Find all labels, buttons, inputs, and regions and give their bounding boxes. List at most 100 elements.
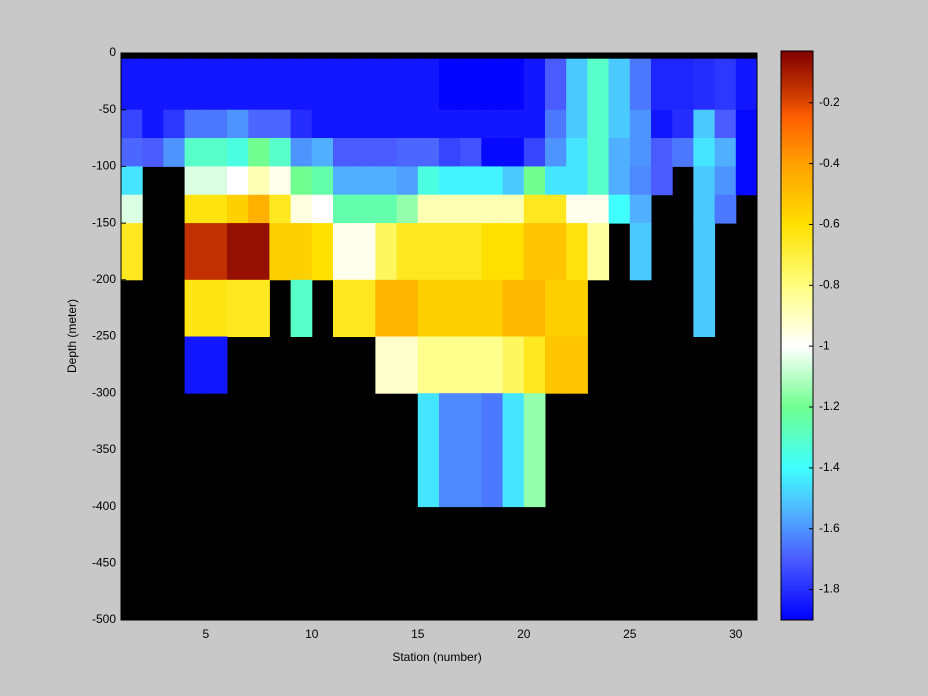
heatmap-cell (417, 194, 440, 224)
heatmap-cell (248, 109, 270, 139)
y-tick-label: -250 (92, 329, 116, 343)
heatmap-cell (354, 194, 376, 224)
heatmap-cell (714, 58, 737, 111)
heatmap-cell (566, 336, 588, 394)
heatmap-cell (248, 138, 270, 167)
heatmap-cell (502, 336, 525, 394)
heatmap-cell (269, 223, 292, 281)
x-tick-label: 20 (517, 627, 531, 641)
heatmap-cell (523, 166, 546, 196)
heatmap-cell (460, 194, 482, 224)
heatmap-cell (629, 223, 652, 281)
heatmap-cell (417, 58, 440, 111)
heatmap-cell (439, 194, 461, 224)
heatmap-cell (693, 194, 716, 224)
heatmap-cell (481, 109, 504, 139)
colorbar-tick-label: -1.4 (819, 460, 840, 474)
heatmap-cell (608, 109, 631, 139)
heatmap-cell (460, 138, 482, 167)
y-tick-label: -400 (92, 499, 116, 513)
heatmap-cell (205, 223, 228, 281)
heatmap-cell (523, 138, 546, 167)
heatmap-cell (290, 166, 313, 196)
heatmap-cell (184, 166, 207, 196)
heatmap-cell (248, 223, 270, 281)
heatmap-cell (227, 109, 249, 139)
heatmap-cell (121, 58, 143, 111)
heatmap-cell (587, 109, 610, 139)
y-tick-label: -50 (99, 102, 117, 116)
heatmap-cell (269, 138, 292, 167)
heatmap-cell (672, 58, 694, 111)
heatmap-cell (354, 166, 376, 196)
x-tick-label: 10 (305, 627, 319, 641)
heatmap-cell (481, 58, 504, 111)
x-tick-label: 5 (202, 627, 209, 641)
heatmap-cell (481, 336, 504, 394)
colorbar-tick-label: -0.6 (819, 217, 840, 231)
colorbar-tick-label: -0.8 (819, 277, 840, 291)
heatmap-cell (693, 166, 716, 196)
heatmap-cell (502, 279, 525, 337)
heatmap-cell (142, 138, 164, 167)
heatmap-cell (121, 194, 143, 224)
x-tick-label: 15 (411, 627, 425, 641)
heatmap-cell (184, 109, 207, 139)
heatmap-cell (396, 223, 419, 281)
heatmap-cell (417, 393, 440, 508)
heatmap-cell (375, 58, 398, 111)
colorbar-tick-label: -1.2 (819, 399, 840, 413)
heatmap-cell (608, 58, 631, 111)
heatmap-cell (693, 223, 716, 281)
heatmap-cell (735, 58, 758, 111)
heatmap-cell (481, 279, 504, 337)
heatmap-cell (290, 58, 313, 111)
heatmap-cell (205, 58, 228, 111)
heatmap-cell (502, 166, 525, 196)
heatmap-cell (714, 194, 737, 224)
heatmap-cell (205, 109, 228, 139)
heatmap-cell (502, 109, 525, 139)
heatmap-cell (375, 109, 398, 139)
heatmap-cell (333, 223, 355, 281)
heatmap-cell (417, 223, 440, 281)
heatmap-cell (523, 58, 546, 111)
colorbar-tick-label: -1.6 (819, 521, 840, 535)
heatmap-cell (545, 279, 567, 337)
y-axis-label: Depth (meter) (65, 299, 79, 373)
heatmap-cell (439, 58, 461, 111)
heatmap-cell (163, 138, 186, 167)
heatmap-cell (629, 58, 652, 111)
heatmap-cell (439, 223, 461, 281)
heatmap-cell (269, 194, 292, 224)
heatmap-cell (439, 336, 461, 394)
heatmap-cell (396, 166, 419, 196)
heatmap-cell (227, 223, 249, 281)
heatmap-cell (523, 194, 546, 224)
heatmap-cell (439, 109, 461, 139)
heatmap-cell (142, 109, 164, 139)
heatmap-cell (354, 279, 376, 337)
heatmap-cell (227, 194, 249, 224)
heatmap-cell (629, 166, 652, 196)
heatmap-cell (311, 138, 334, 167)
heatmap-cell (205, 336, 228, 394)
heatmap-cell (608, 194, 631, 224)
heatmap-cell (439, 138, 461, 167)
heatmap-cell (311, 223, 334, 281)
heatmap-cell (460, 279, 482, 337)
heatmap-cell (269, 166, 292, 196)
heatmap-cell (545, 223, 567, 281)
heatmap-cell (545, 166, 567, 196)
heatmap-cell (417, 138, 440, 167)
heatmap-cell (184, 279, 207, 337)
y-tick-label: 0 (109, 45, 116, 59)
heatmap-cell (439, 279, 461, 337)
heatmap-cell (290, 223, 313, 281)
heatmap-cell (290, 279, 313, 337)
heatmap-cell (163, 58, 186, 111)
heatmap-cell (205, 194, 228, 224)
heatmap-cell (672, 109, 694, 139)
heatmap-cell (651, 166, 673, 196)
